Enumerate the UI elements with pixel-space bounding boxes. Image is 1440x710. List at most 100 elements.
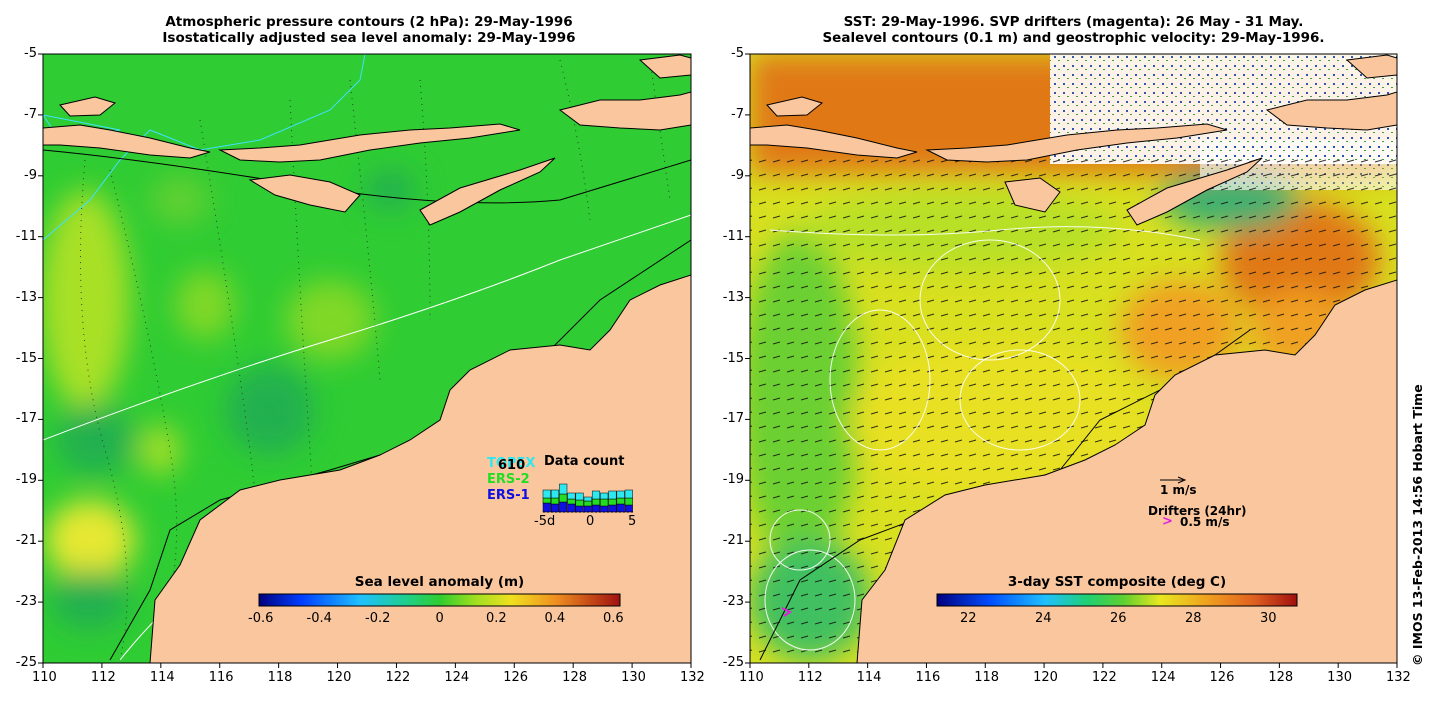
right_panel-colorbar-tick: 26 xyxy=(1110,611,1127,626)
right_panel-ytick: -13 xyxy=(722,289,744,305)
right_panel-xtick: 114 xyxy=(856,670,882,685)
left_panel-ytick: -11 xyxy=(15,228,37,244)
data-count-legend-topex: TOPEX xyxy=(487,456,536,471)
drifter-legend-symbol: > xyxy=(1162,514,1173,529)
left-title-line2: Isostatically adjusted sea level anomaly… xyxy=(162,30,576,46)
data-count-bar xyxy=(616,490,625,499)
left_panel-colorbar-tick: 0.4 xyxy=(544,611,566,626)
left_panel-xtick: 132 xyxy=(680,670,705,685)
data-count-xtick-zero: 0 xyxy=(586,514,595,529)
left_panel-xtick: 120 xyxy=(326,670,352,685)
sst-colorbar-label: 3-day SST composite (deg C) xyxy=(1007,574,1227,590)
left_panel-ytick: -7 xyxy=(24,106,37,122)
left_panel-ytick: -9 xyxy=(24,167,37,183)
data-count-bar xyxy=(575,505,584,513)
data-count-number: 610 xyxy=(498,458,526,473)
drifter-legend-title: Drifters (24hr) xyxy=(1148,504,1247,518)
right-title-line1: SST: 29-May-1996. SVP drifters (magenta)… xyxy=(843,14,1304,30)
right_panel-xtick: 122 xyxy=(1091,670,1117,685)
right_panel-ytick: -7 xyxy=(731,106,744,122)
data-count-inset xyxy=(542,483,633,513)
data-count-bar xyxy=(550,497,560,505)
left_panel-ytick: -15 xyxy=(15,350,37,366)
left_panel-xtick: 116 xyxy=(208,670,234,685)
data-count-bar xyxy=(608,498,617,506)
right_panel-xtick: 130 xyxy=(1327,670,1352,685)
data-count-xtick-start: -5d xyxy=(534,514,556,529)
right_panel-ytick: -5 xyxy=(731,46,744,61)
left_panel-xtick: 126 xyxy=(503,670,529,685)
data-count-bar xyxy=(575,492,584,501)
sla-colorbar-label: Sea level anomaly (m) xyxy=(354,574,525,590)
data-count-bar xyxy=(591,498,601,506)
right_panel-ytick: -23 xyxy=(722,594,744,610)
data-count-bar xyxy=(600,492,609,500)
data-count-bar xyxy=(616,503,625,513)
imos-credit: © IMOS 13-Feb-2013 14:56 Hobart Time xyxy=(1410,384,1425,666)
left_panel-ytick: -25 xyxy=(15,655,37,670)
data-count-bar xyxy=(583,496,592,502)
right_panel-ytick: -11 xyxy=(722,228,744,244)
left_panel-colorbar-tick: -0.4 xyxy=(306,611,332,626)
left_panel-xtick: 130 xyxy=(621,670,646,685)
left_panel-xtick: 122 xyxy=(385,670,411,685)
right_panel-ytick: -9 xyxy=(731,167,744,183)
right_panel-colorbar-tick: 28 xyxy=(1185,611,1202,626)
right_panel-ytick: -25 xyxy=(722,655,744,670)
data-count-legend-ers1: ERS-1 xyxy=(487,488,530,503)
left_panel-ytick: -17 xyxy=(15,411,37,427)
data-count-bar xyxy=(624,504,633,513)
left_panel-xtick: 124 xyxy=(444,670,470,685)
right_panel-ytick: -15 xyxy=(722,350,744,366)
data-count-bar xyxy=(583,500,592,507)
data-count-bar xyxy=(550,503,560,513)
right_panel-xtick: 132 xyxy=(1386,670,1411,685)
data-count-bar xyxy=(567,498,576,505)
data-count-bar xyxy=(616,497,625,505)
left_panel-colorbar-tick: 0.2 xyxy=(486,611,507,626)
data-count-xtick-end: 5 xyxy=(628,514,637,529)
right_panel-xtick: 126 xyxy=(1209,670,1235,685)
data-count-bar xyxy=(550,489,560,499)
data-count-bar xyxy=(591,490,601,500)
data-count-bar xyxy=(600,505,609,513)
data-count-bar xyxy=(583,505,592,513)
right_panel-xtick: 112 xyxy=(797,670,823,685)
left_panel-ytick: -5 xyxy=(24,46,37,61)
data-count-bar xyxy=(559,501,568,513)
left_panel-xtick: 114 xyxy=(149,670,175,685)
right_panel-xtick: 120 xyxy=(1033,670,1058,685)
left_panel-xtick: 112 xyxy=(90,670,116,685)
data-count-bar xyxy=(608,504,617,513)
data-count-bar xyxy=(600,498,609,507)
data-count-bar xyxy=(624,489,633,499)
sst-colorbar xyxy=(936,593,1298,607)
right_panel-xtick: 124 xyxy=(1150,670,1176,685)
data-count-bar xyxy=(608,490,617,500)
left_panel-colorbar-tick: 0 xyxy=(435,611,444,626)
data-count-bar xyxy=(624,497,633,506)
left_panel-ytick: -19 xyxy=(15,472,37,488)
right_panel-ytick: -17 xyxy=(722,411,744,427)
right_panel-xtick: 110 xyxy=(739,670,764,685)
right_panel-colorbar-tick: 30 xyxy=(1260,611,1277,626)
data-count-bar xyxy=(567,503,576,513)
sla-colorbar xyxy=(258,593,621,607)
right_panel-xtick: 116 xyxy=(915,670,941,685)
right_panel-ytick: -21 xyxy=(722,533,744,549)
drifter-legend-value: 0.5 m/s xyxy=(1180,515,1230,529)
data-count-legend-ers2: ERS-2 xyxy=(487,472,530,487)
left_panel-xtick: 128 xyxy=(562,670,587,685)
right-title-line2: Sealevel contours (0.1 m) and geostrophi… xyxy=(822,30,1325,46)
left_panel-colorbar-tick: 0.6 xyxy=(603,611,624,626)
left_panel-ytick: -13 xyxy=(15,289,37,305)
left_panel-colorbar-tick: -0.6 xyxy=(248,611,274,626)
data-count-bar xyxy=(559,483,568,495)
left_panel-colorbar-tick: -0.2 xyxy=(365,611,391,626)
left_panel-ytick: -21 xyxy=(15,533,37,549)
data-count-bar xyxy=(591,504,601,513)
data-count-bar xyxy=(559,493,568,503)
data-count-title: Data count xyxy=(544,454,625,469)
velocity-scale-label: 1 m/s xyxy=(1160,483,1197,497)
right_panel-xtick: 118 xyxy=(974,670,1000,685)
